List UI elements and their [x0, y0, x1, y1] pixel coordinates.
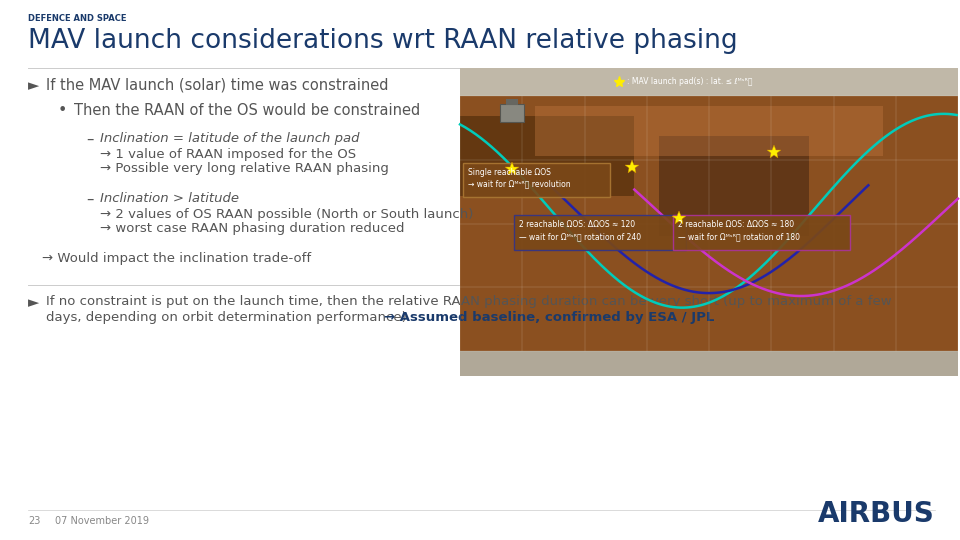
- Text: → 1 value of RAAN imposed for the OS: → 1 value of RAAN imposed for the OS: [100, 148, 356, 161]
- Bar: [660, 136, 808, 236]
- Text: → Would impact the inclination trade-off: → Would impact the inclination trade-off: [42, 252, 311, 265]
- Text: 2 reachable ΩOS: ΔΩOS ≈ 180: 2 reachable ΩOS: ΔΩOS ≈ 180: [678, 220, 794, 229]
- Bar: [460, 68, 958, 96]
- Bar: [460, 351, 958, 376]
- Text: ►: ►: [28, 295, 39, 310]
- Text: → wait for ΩᴹˢᴿⲜ revolution: → wait for ΩᴹˢᴿⲜ revolution: [468, 179, 570, 188]
- Text: If the MAV launch (solar) time was constrained: If the MAV launch (solar) time was const…: [46, 78, 389, 93]
- Bar: [506, 99, 518, 105]
- Bar: [535, 106, 883, 156]
- FancyBboxPatch shape: [463, 163, 610, 197]
- Text: → Assumed baseline, confirmed by ESA / JPL: → Assumed baseline, confirmed by ESA / J…: [384, 311, 714, 324]
- Bar: [500, 104, 524, 122]
- Text: 2 reachable ΩOS: ΔΩOS ≈ 120: 2 reachable ΩOS: ΔΩOS ≈ 120: [519, 220, 636, 229]
- Text: –: –: [86, 192, 93, 207]
- FancyBboxPatch shape: [673, 215, 851, 250]
- Text: 07 November 2019: 07 November 2019: [55, 516, 149, 526]
- Text: 23: 23: [28, 516, 40, 526]
- Text: Inclination = latitude of the launch pad: Inclination = latitude of the launch pad: [100, 132, 359, 145]
- Text: AIRBUS: AIRBUS: [818, 500, 935, 528]
- Bar: [460, 116, 635, 196]
- Text: — wait for ΩᴹˢᴿⲜ rotation of 240: — wait for ΩᴹˢᴿⲜ rotation of 240: [519, 232, 641, 241]
- Text: Inclination > latitude: Inclination > latitude: [100, 192, 239, 205]
- Text: days, depending on orbit determination performance): days, depending on orbit determination p…: [46, 311, 407, 324]
- Bar: [460, 68, 958, 376]
- Text: : MAV launch pad(s) : lat. ≤ ℓᴹˢᴿⲜ: : MAV launch pad(s) : lat. ≤ ℓᴹˢᴿⲜ: [628, 77, 753, 86]
- FancyBboxPatch shape: [514, 215, 686, 250]
- Text: If no constraint is put on the launch time, then the relative RAAN phasing durat: If no constraint is put on the launch ti…: [46, 295, 892, 308]
- Text: Single reachable ΩOS: Single reachable ΩOS: [468, 168, 551, 177]
- Text: ►: ►: [28, 78, 39, 93]
- Text: MAV launch considerations wrt RAAN relative phasing: MAV launch considerations wrt RAAN relat…: [28, 28, 737, 54]
- Text: DEFENCE AND SPACE: DEFENCE AND SPACE: [28, 14, 127, 23]
- Text: → Possible very long relative RAAN phasing: → Possible very long relative RAAN phasi…: [100, 162, 389, 175]
- Text: •: •: [58, 103, 67, 118]
- Text: → worst case RAAN phasing duration reduced: → worst case RAAN phasing duration reduc…: [100, 222, 404, 235]
- Text: → 2 values of OS RAAN possible (North or South launch): → 2 values of OS RAAN possible (North or…: [100, 208, 473, 221]
- Text: — wait for ΩᴹˢᴿⲜ rotation of 180: — wait for ΩᴹˢᴿⲜ rotation of 180: [678, 232, 800, 241]
- Text: –: –: [86, 132, 93, 147]
- Text: Then the RAAN of the OS would be constrained: Then the RAAN of the OS would be constra…: [74, 103, 420, 118]
